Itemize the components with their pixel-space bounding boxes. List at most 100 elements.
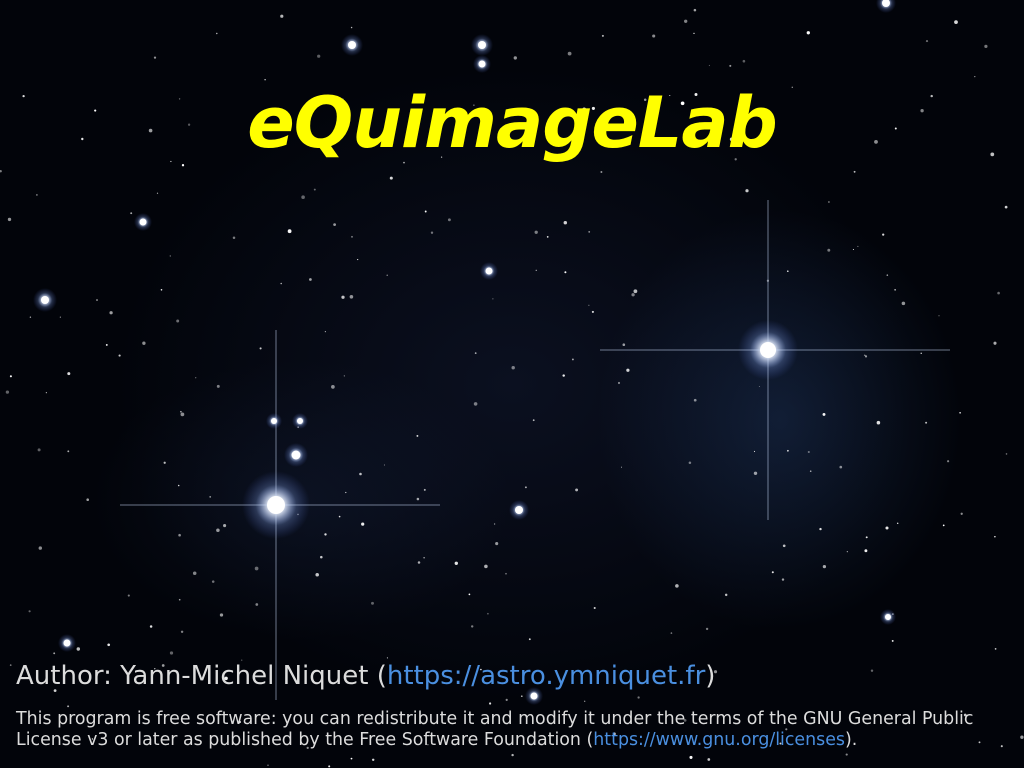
small-star bbox=[652, 34, 656, 38]
small-star bbox=[178, 533, 181, 537]
medium-star bbox=[33, 288, 57, 312]
small-star bbox=[874, 140, 878, 144]
small-star bbox=[1004, 205, 1008, 209]
small-star bbox=[423, 488, 426, 491]
small-star bbox=[588, 230, 591, 233]
small-star bbox=[787, 449, 789, 452]
small-star bbox=[894, 127, 897, 130]
medium-star bbox=[134, 213, 152, 231]
small-star bbox=[280, 14, 284, 18]
small-star bbox=[885, 526, 889, 530]
small-star bbox=[224, 676, 228, 681]
small-star bbox=[876, 420, 881, 425]
small-star bbox=[511, 753, 514, 757]
small-star bbox=[591, 310, 594, 313]
small-star bbox=[588, 304, 590, 306]
small-star bbox=[993, 341, 997, 345]
small-star bbox=[562, 374, 565, 377]
small-star bbox=[180, 630, 184, 634]
medium-star bbox=[876, 0, 896, 13]
small-star bbox=[181, 164, 185, 167]
small-star bbox=[192, 571, 197, 575]
small-star bbox=[828, 201, 830, 203]
small-star bbox=[622, 343, 626, 346]
small-star bbox=[359, 472, 362, 476]
small-star bbox=[864, 549, 868, 553]
small-star bbox=[631, 293, 635, 297]
small-star bbox=[771, 571, 774, 574]
small-star bbox=[483, 126, 487, 130]
small-star bbox=[845, 753, 848, 756]
small-star bbox=[163, 461, 166, 464]
small-star bbox=[169, 651, 174, 655]
small-star bbox=[901, 301, 906, 306]
small-star bbox=[785, 728, 788, 731]
small-star bbox=[180, 410, 182, 413]
small-star bbox=[267, 764, 269, 766]
small-star bbox=[81, 137, 84, 141]
small-star bbox=[505, 572, 507, 575]
small-star bbox=[511, 366, 515, 370]
small-star bbox=[22, 94, 25, 98]
small-star bbox=[853, 170, 856, 173]
small-star bbox=[683, 719, 687, 722]
small-star bbox=[546, 236, 549, 238]
small-star bbox=[920, 109, 924, 113]
small-star bbox=[758, 385, 760, 388]
small-star bbox=[53, 652, 56, 655]
small-star bbox=[852, 248, 854, 251]
small-star bbox=[324, 331, 326, 333]
small-star bbox=[386, 657, 388, 659]
small-star bbox=[822, 564, 827, 569]
medium-star bbox=[284, 443, 308, 467]
small-star bbox=[925, 421, 928, 424]
small-star bbox=[528, 638, 531, 641]
small-star bbox=[29, 316, 32, 318]
small-star bbox=[713, 670, 718, 674]
small-star bbox=[109, 311, 113, 315]
small-star bbox=[584, 700, 586, 702]
small-star bbox=[180, 412, 185, 417]
small-star bbox=[729, 64, 732, 67]
small-star bbox=[9, 375, 12, 378]
small-star bbox=[306, 746, 309, 750]
small-star bbox=[386, 274, 388, 276]
small-star bbox=[643, 98, 647, 102]
small-star bbox=[313, 188, 316, 191]
small-star bbox=[575, 152, 578, 154]
small-star bbox=[454, 561, 458, 565]
small-star bbox=[38, 546, 42, 550]
small-star bbox=[990, 152, 995, 157]
small-star bbox=[287, 229, 292, 234]
small-star bbox=[361, 522, 365, 526]
small-star bbox=[978, 741, 981, 744]
small-star bbox=[742, 59, 746, 63]
small-star bbox=[489, 702, 492, 705]
license-link[interactable]: https://www.gnu.org/licenses bbox=[593, 730, 845, 750]
small-star bbox=[96, 299, 98, 301]
small-star bbox=[94, 109, 97, 112]
small-star bbox=[925, 40, 929, 43]
license-text-after: ). bbox=[844, 730, 858, 750]
small-star bbox=[417, 561, 421, 564]
small-star bbox=[571, 358, 574, 361]
small-star bbox=[430, 231, 434, 234]
author-website-link[interactable]: https://astro.ymniquet.fr bbox=[386, 661, 706, 691]
bright-star bbox=[120, 330, 440, 700]
small-star bbox=[593, 606, 596, 610]
small-star bbox=[954, 20, 958, 24]
small-star bbox=[259, 347, 262, 350]
small-star bbox=[211, 580, 215, 583]
small-star bbox=[473, 104, 475, 106]
small-star bbox=[130, 212, 133, 215]
small-star bbox=[809, 470, 812, 473]
license-notice: This program is free software: you can r… bbox=[16, 709, 1016, 751]
small-star bbox=[341, 295, 345, 299]
author-line: Author: Yann-Michel Niquet (https://astr… bbox=[16, 662, 715, 691]
small-star bbox=[617, 381, 621, 385]
bright-stars bbox=[33, 0, 950, 705]
small-star bbox=[161, 664, 165, 667]
small-star bbox=[1005, 453, 1008, 455]
small-star bbox=[882, 233, 885, 236]
